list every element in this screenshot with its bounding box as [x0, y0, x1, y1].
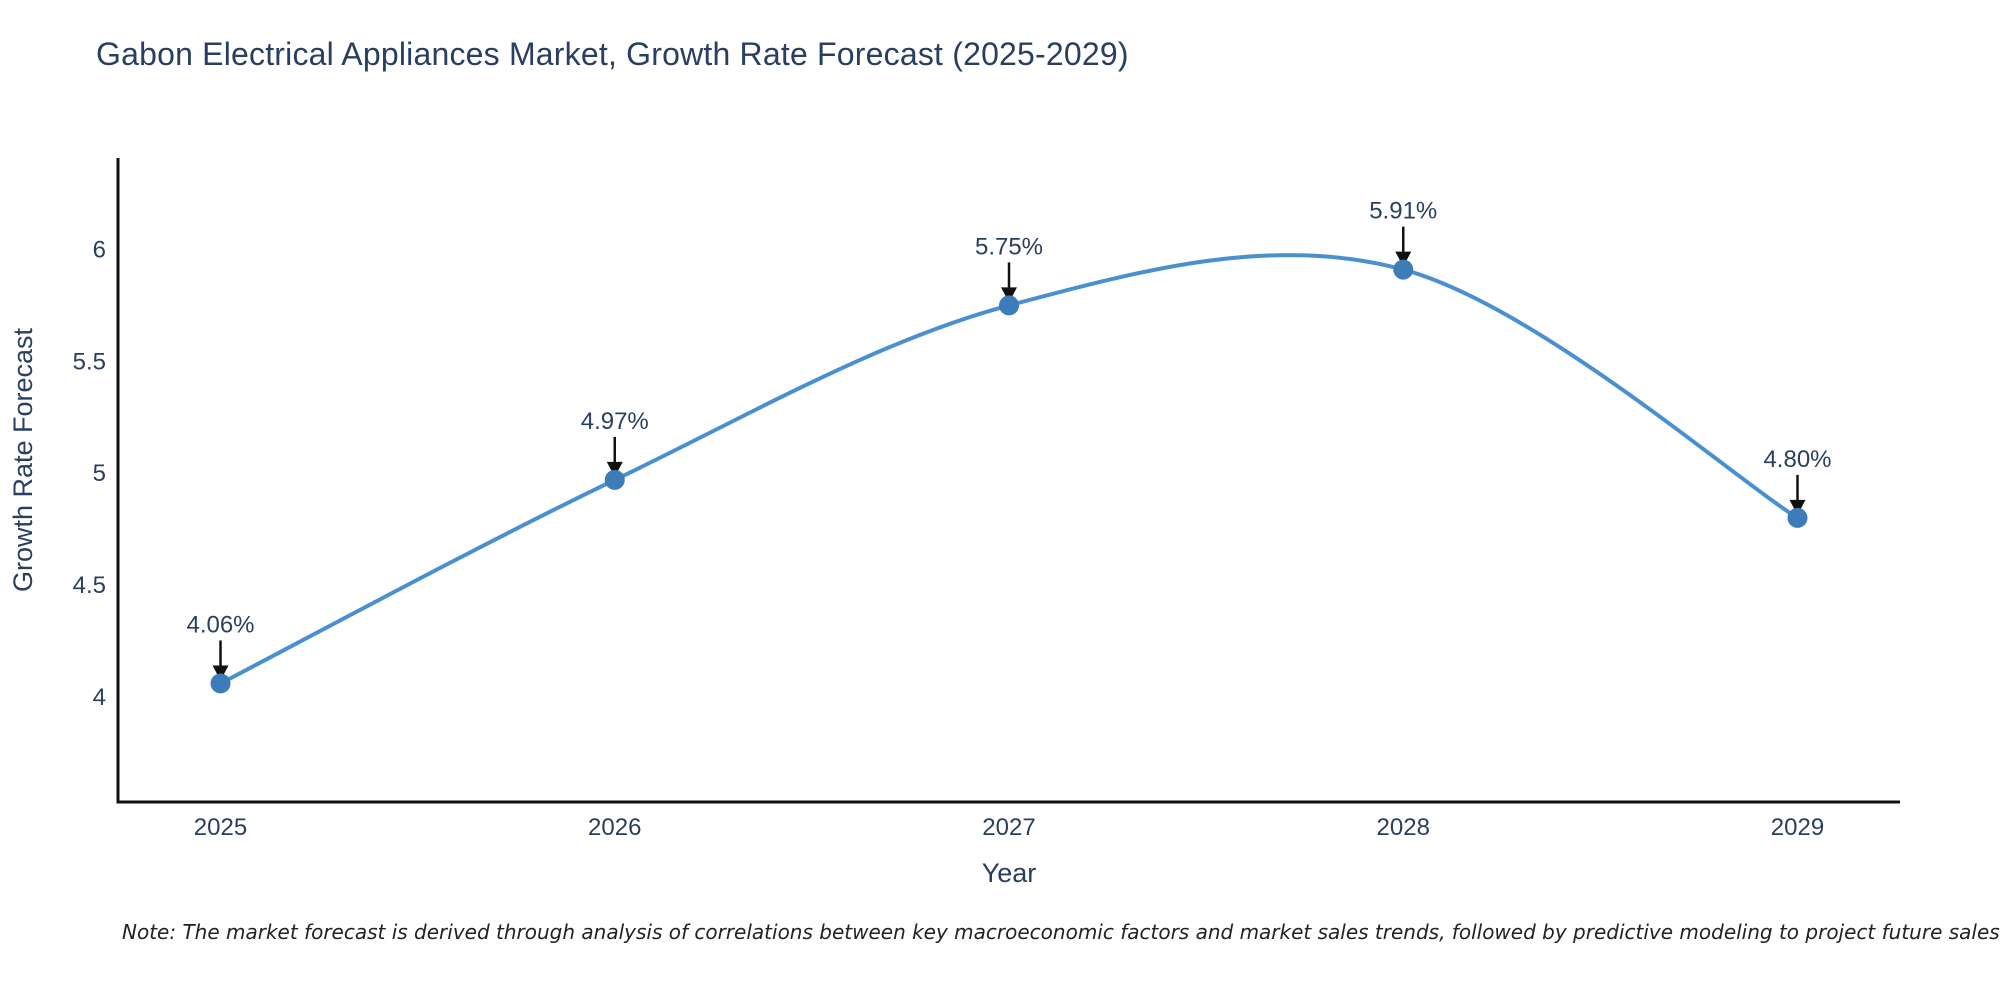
data-point-2026[interactable]: [604, 469, 625, 490]
forecast-trend-line: [218, 253, 1800, 686]
annotation-label-2028: 5.91%: [1369, 198, 1437, 225]
annotation-arrowhead: [1001, 287, 1017, 303]
annotation-label-2025: 4.06%: [186, 611, 254, 638]
x-tick-label-2025: 2025: [194, 814, 247, 841]
y-axis-title: Growth Rate Forecast: [8, 327, 38, 592]
chart-footnote: Note: The market forecast is derived thr…: [122, 920, 2000, 944]
data-point-2025[interactable]: [210, 673, 231, 694]
x-tick-label-2029: 2029: [1771, 814, 1824, 841]
annotation-label-2029: 4.80%: [1763, 446, 1831, 473]
x-tick-label-2026: 2026: [588, 814, 641, 841]
data-point-2028[interactable]: [1393, 259, 1414, 280]
annotation-arrowhead: [1789, 499, 1806, 515]
y-tick-label-6: 6: [93, 236, 106, 263]
x-axis-title: Year: [982, 858, 1037, 888]
chart-title: Gabon Electrical Appliances Market, Grow…: [96, 36, 1129, 72]
y-tick-label-4: 4: [93, 684, 106, 711]
x-tick-label-2027: 2027: [982, 814, 1035, 841]
y-tick-label-5.5: 5.5: [73, 348, 106, 375]
annotation-arrowhead: [1395, 251, 1412, 267]
y-tick-label-4.5: 4.5: [73, 572, 106, 599]
annotation-arrowhead: [606, 461, 623, 477]
y-tick-label-5: 5: [93, 460, 106, 487]
data-point-2029[interactable]: [1787, 507, 1808, 528]
annotation-label-2026: 4.97%: [581, 408, 649, 435]
data-point-2027[interactable]: [999, 295, 1019, 316]
annotation-label-2027: 5.75%: [975, 233, 1043, 260]
x-tick-label-2028: 2028: [1377, 814, 1430, 841]
annotation-arrowhead: [212, 665, 229, 681]
